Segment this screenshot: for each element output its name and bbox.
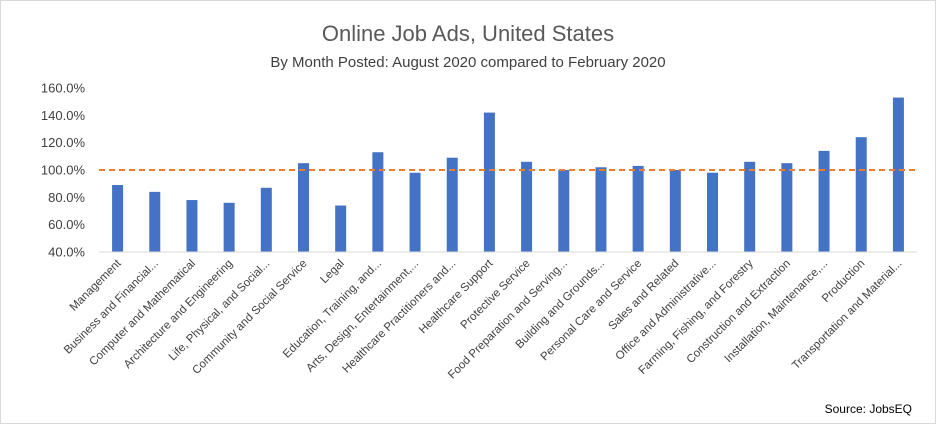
bar [149, 191, 161, 252]
chart-title: Online Job Ads, United States [322, 21, 614, 46]
y-tick-label: 120.0% [41, 135, 86, 150]
bar [260, 187, 272, 252]
bar [446, 157, 458, 252]
bar [483, 112, 495, 252]
bar [186, 200, 198, 252]
bar [707, 172, 718, 252]
bar [372, 152, 384, 252]
y-tick-label: 140.0% [41, 108, 86, 123]
x-tick-label: Protective Service [459, 258, 533, 332]
bar [223, 202, 235, 252]
bar [521, 161, 533, 252]
bars [112, 97, 904, 252]
y-axis: 40.0% 60.0% 80.0% 100.0% 120.0% 140.0% 160.0% [41, 81, 86, 260]
y-tick-label: 80.0% [48, 190, 85, 205]
bar [298, 163, 309, 252]
source-note: Source: JobsEQ [825, 402, 912, 416]
bar [409, 172, 421, 252]
y-tick-label: 40.0% [48, 245, 85, 260]
bar [112, 185, 124, 252]
bar [781, 163, 793, 252]
x-tick-label: Sales and Related [606, 258, 681, 333]
y-tick-label: 60.0% [48, 217, 85, 232]
bar [595, 167, 607, 252]
y-tick-label: 160.0% [41, 81, 86, 96]
bar [632, 165, 644, 252]
bar [855, 137, 867, 252]
bar [558, 170, 570, 252]
x-tick-label: Legal [318, 258, 346, 286]
chart-subtitle: By Month Posted: August 2020 compared to… [270, 54, 665, 71]
bar [669, 170, 681, 252]
bar [892, 97, 904, 252]
y-tick-label: 100.0% [41, 163, 86, 178]
bar [818, 150, 830, 252]
bar [744, 161, 756, 252]
bar [335, 205, 347, 252]
